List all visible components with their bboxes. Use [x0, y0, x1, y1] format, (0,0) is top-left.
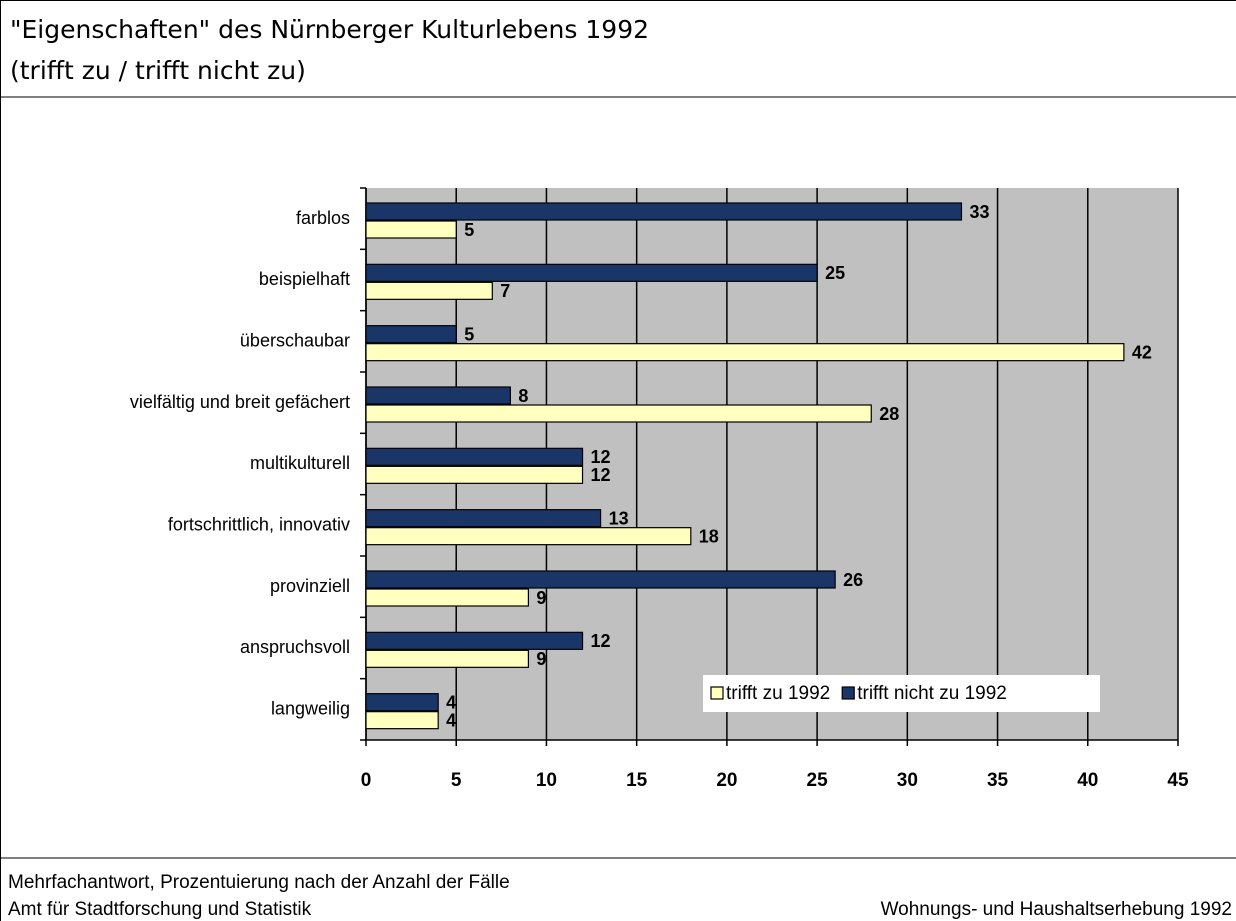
footer-note: Mehrfachantwort, Prozentuierung nach der…: [8, 872, 510, 893]
y-tick-label: vielfältig und breit gefächert: [130, 392, 350, 412]
data-label: 33: [969, 202, 989, 222]
data-label: 5: [464, 324, 474, 344]
y-tick-label: anspruchsvoll: [240, 637, 350, 657]
x-tick-label: 20: [716, 770, 737, 791]
data-label: 42: [1132, 342, 1152, 362]
bar: [365, 570, 836, 589]
bar: [365, 527, 692, 546]
y-tick-label: beispielhaft: [259, 269, 350, 289]
data-label: 4: [446, 692, 456, 712]
chart-title: "Eigenschaften" des Nürnberger Kulturleb…: [10, 15, 649, 44]
bar: [365, 693, 439, 712]
data-label: 26: [843, 570, 863, 590]
data-label: 18: [699, 526, 719, 546]
chart-subtitle: (trifft zu / trifft nicht zu): [10, 56, 306, 85]
bar: [365, 263, 818, 282]
data-label: 13: [609, 508, 629, 528]
bar: [365, 447, 584, 466]
bar: [365, 465, 584, 484]
data-label: 28: [879, 404, 899, 424]
bar: [365, 631, 584, 650]
x-tick-label: 5: [451, 770, 462, 791]
x-tick-label: 15: [626, 770, 648, 791]
data-label: 8: [518, 386, 528, 406]
bar: [365, 588, 529, 607]
bar: [365, 711, 439, 730]
data-label: 9: [536, 588, 546, 608]
data-label: 12: [591, 631, 611, 651]
footer-note: Wohnungs- und Haushaltserhebung 1992: [881, 899, 1232, 920]
bar: [365, 325, 457, 344]
y-tick-label: farblos: [296, 208, 350, 228]
legend-label: trifft zu 1992: [726, 683, 830, 704]
bar: [365, 404, 872, 423]
data-label: 12: [591, 447, 611, 467]
bar: [365, 281, 493, 300]
bar: [365, 649, 529, 668]
y-tick-label: provinziell: [270, 576, 350, 596]
data-label: 12: [591, 465, 611, 485]
bar: [365, 202, 963, 221]
bar: [365, 509, 602, 528]
x-tick-label: 0: [361, 770, 372, 791]
x-tick-label: 45: [1167, 770, 1189, 791]
x-tick-label: 25: [807, 770, 829, 791]
y-tick-label: fortschrittlich, innovativ: [168, 514, 350, 534]
legend-swatch: [710, 686, 724, 700]
x-tick-label: 35: [987, 770, 1009, 791]
legend-box: [703, 675, 1100, 712]
legend-swatch: [841, 686, 855, 700]
bar: [365, 343, 1125, 362]
data-label: 9: [536, 649, 546, 669]
data-label: 7: [500, 281, 510, 301]
y-tick-label: langweilig: [271, 698, 350, 718]
bar: [365, 220, 457, 239]
footer-note: Amt für Stadtforschung und Statistik: [8, 899, 312, 920]
data-label: 25: [825, 263, 845, 283]
x-tick-label: 30: [897, 770, 918, 791]
y-tick-label: multikulturell: [250, 453, 350, 473]
data-label: 4: [446, 710, 456, 730]
legend-label: trifft nicht zu 1992: [857, 683, 1007, 704]
bar: [365, 386, 511, 405]
x-tick-label: 10: [536, 770, 557, 791]
x-tick-label: 40: [1077, 770, 1098, 791]
data-label: 5: [464, 220, 474, 240]
y-tick-label: überschaubar: [240, 330, 350, 350]
